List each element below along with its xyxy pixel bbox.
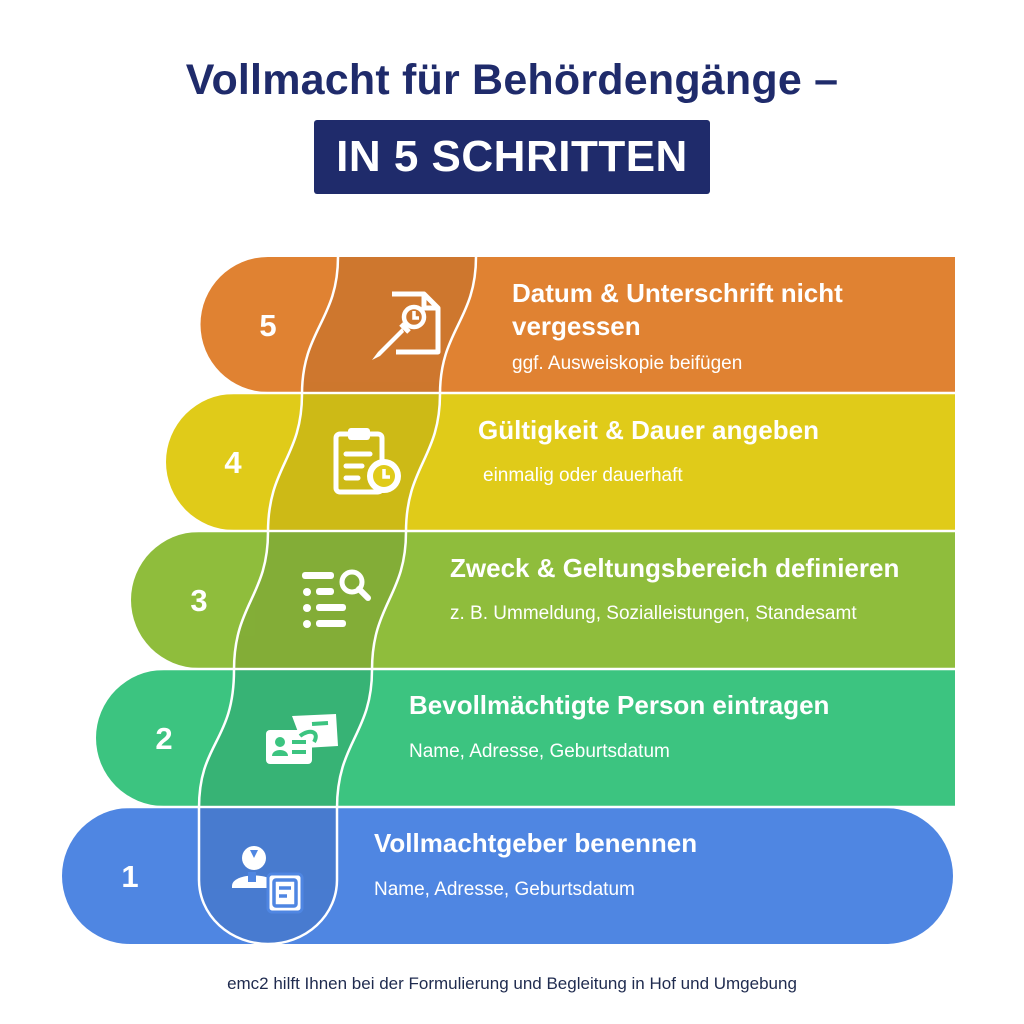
- step-5-subtitle: ggf. Ausweiskopie beifügen: [512, 353, 743, 374]
- step-2-number: 2: [155, 721, 173, 756]
- step-5-band: [200, 257, 955, 392]
- step-2-band: [96, 670, 955, 806]
- subtitle-banner: IN 5 SCHRITTEN: [314, 120, 710, 194]
- step-5-number: 5: [259, 308, 277, 343]
- clipboard-clock-icon: [333, 428, 401, 495]
- step-3-number: 3: [190, 583, 208, 618]
- footer-note: emc2 hilft Ihnen bei der Formulierung un…: [227, 974, 797, 993]
- step-3-subtitle: z. B. Ummeldung, Sozialleistungen, Stand…: [450, 603, 857, 624]
- step-4-subtitle: einmalig oder dauerhaft: [483, 465, 683, 486]
- document-pen-icon: [372, 291, 441, 360]
- step-1-number: 1: [121, 859, 139, 894]
- list-search-icon: [302, 569, 371, 628]
- step-4-title: Gültigkeit & Dauer angeben: [478, 415, 819, 445]
- person-document-icon: [232, 846, 304, 914]
- step-2-subtitle: Name, Adresse, Geburtsdatum: [409, 741, 670, 762]
- step-4-number: 4: [224, 445, 242, 480]
- step-2-title: Bevollmächtigte Person eintragen: [409, 690, 830, 720]
- id-card-handover-icon: [266, 714, 338, 764]
- step-3-title: Zweck & Geltungsbereich definieren: [450, 553, 900, 583]
- step-5-title: Datum & Unterschrift nicht vergessen: [512, 278, 843, 341]
- page-title: Vollmacht für Behördengänge –: [185, 56, 839, 104]
- step-1-subtitle: Name, Adresse, Geburtsdatum: [374, 879, 635, 900]
- subtitle: IN 5 SCHRITTEN: [336, 132, 688, 181]
- step-1-title: Vollmachtgeber benennen: [374, 828, 698, 858]
- step-3-band: [131, 532, 955, 668]
